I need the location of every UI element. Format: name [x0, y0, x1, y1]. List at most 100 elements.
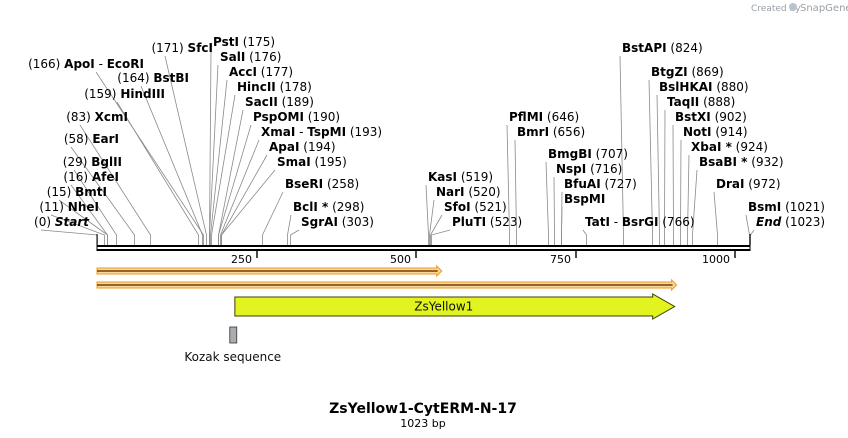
leader-line-hindiii — [116, 101, 199, 245]
site-psti[interactable]: PstI (175) — [213, 35, 275, 49]
site-start[interactable]: (0) Start — [34, 215, 90, 229]
site-pspomi[interactable]: PspOMI (190) — [253, 110, 340, 124]
feature-zsyellow1[interactable]: ZsYellow1 — [234, 293, 676, 320]
site-tati-bsrgi[interactable]: TatI - BsrGI (766) — [585, 215, 695, 229]
site-name: PspOMI — [253, 110, 304, 124]
site-bseri[interactable]: BseRI (258) — [285, 177, 359, 191]
site-noti[interactable]: NotI (914) — [683, 125, 748, 139]
site-bmgbi[interactable]: BmgBI (707) — [548, 147, 628, 161]
orf-arrow-2[interactable] — [96, 278, 678, 292]
svg-text:PspOMI (190): PspOMI (190) — [253, 110, 340, 124]
site-sali[interactable]: SalI (176) — [220, 50, 281, 64]
ruler-ticks: 250 500 750 1000 — [231, 251, 736, 266]
site-name: DraI — [716, 177, 744, 191]
site-position: (824) — [667, 41, 703, 55]
sequence-backbone — [96, 234, 751, 251]
site-name: SfoI — [444, 200, 471, 214]
site-xbai[interactable]: XbaI * (924) — [691, 140, 768, 154]
site-position: (298) — [328, 200, 364, 214]
svg-text:BtgZI (869): BtgZI (869) — [651, 65, 724, 79]
site-hincii[interactable]: HincII (178) — [237, 80, 312, 94]
leader-line-bseri — [262, 191, 284, 245]
site-pflmi[interactable]: PflMI (646) — [509, 110, 579, 124]
svg-text:ApaI (194): ApaI (194) — [269, 140, 336, 154]
site-xmai-tspmi[interactable]: XmaI - TspMI (193) — [261, 125, 382, 139]
site-taqii[interactable]: TaqII (888) — [667, 95, 735, 109]
leader-line-sfci — [164, 55, 207, 245]
svg-text:PflMI (646): PflMI (646) — [509, 110, 579, 124]
site-drai[interactable]: DraI (972) — [716, 177, 781, 191]
site-position: (164) — [117, 71, 153, 85]
leader-line-end — [750, 229, 755, 245]
site-apoi-ecori[interactable]: (166) ApoI - EcoRI — [28, 57, 144, 71]
svg-text:SalI (176): SalI (176) — [220, 50, 281, 64]
site-name: HincII — [237, 80, 276, 94]
site-name: SmaI — [277, 155, 311, 169]
site-sfoi[interactable]: SfoI (521) — [444, 200, 507, 214]
site-nspi[interactable]: NspI (716) — [556, 162, 622, 176]
site-pluti[interactable]: PluTI (523) — [452, 215, 522, 229]
site-eari[interactable]: (58) EarI — [64, 132, 119, 146]
leader-line-bslhkai — [656, 94, 660, 245]
leader-line-kasi — [425, 184, 429, 245]
site-acci[interactable]: AccI (177) — [229, 65, 293, 79]
site-bmri[interactable]: BmrI (656) — [517, 125, 585, 139]
site-bfuai[interactable]: BfuAI (727) — [564, 177, 637, 191]
tick-label-750: 750 — [550, 253, 571, 266]
site-bspmi[interactable]: BspMI — [564, 192, 605, 206]
svg-text:(164) BstBI: (164) BstBI — [117, 71, 189, 85]
site-nhei[interactable]: (11) NheI — [39, 200, 99, 214]
leader-line-sfoi — [430, 214, 443, 245]
site-sgrai[interactable]: SgrAI (303) — [301, 215, 374, 229]
svg-text:DraI (972): DraI (972) — [716, 177, 781, 191]
site-name: SfcI — [188, 41, 213, 55]
site-bmti[interactable]: (15) BmtI — [47, 185, 107, 199]
site-bstbi[interactable]: (164) BstBI — [117, 71, 189, 85]
site-name: NheI — [68, 200, 99, 214]
feature-label: ZsYellow1 — [414, 300, 473, 314]
svg-text:XbaI * (924): XbaI * (924) — [691, 140, 768, 154]
feature-kozak-sequence[interactable]: Kozak sequence — [184, 326, 281, 364]
site-kasi[interactable]: KasI (519) — [428, 170, 493, 184]
site-apai[interactable]: ApaI (194) — [269, 140, 336, 154]
site-smai[interactable]: SmaI (195) — [277, 155, 347, 169]
svg-text:BfuAI (727): BfuAI (727) — [564, 177, 637, 191]
orf-arrow-1[interactable] — [96, 264, 443, 278]
site-nari[interactable]: NarI (520) — [436, 185, 501, 199]
svg-text:(16) AfeI: (16) AfeI — [63, 170, 119, 184]
site-position: (924) — [732, 140, 768, 154]
site-position: (189) — [278, 95, 314, 109]
site-name: TatI — [585, 215, 610, 229]
site-bcli[interactable]: BclI * (298) — [293, 200, 364, 214]
tick-label-500: 500 — [390, 253, 411, 266]
site-bstapi[interactable]: BstAPI (824) — [622, 41, 703, 55]
site-btgzi[interactable]: BtgZI (869) — [651, 65, 724, 79]
site-name: TaqII — [667, 95, 699, 109]
leader-line-nari — [429, 199, 435, 245]
svg-text:XmaI - TspMI (193): XmaI - TspMI (193) — [261, 125, 382, 139]
site-bsabi[interactable]: BsaBI * (932) — [699, 155, 784, 169]
site-position: (15) — [47, 185, 75, 199]
site-position: (520) — [465, 185, 501, 199]
site-hindiii[interactable]: (159) HindIII — [84, 87, 165, 101]
restriction-site-labels: (0) Start(11) NheI(15) BmtI(16) AfeI(29)… — [28, 35, 825, 229]
site-xcmi[interactable]: (83) XcmI — [66, 110, 128, 124]
credit-brand: SnapGene — [800, 3, 848, 14]
site-name: BtgZI — [651, 65, 688, 79]
leader-line-tati-bsrgi — [582, 229, 587, 245]
leader-line-apai — [221, 154, 268, 245]
site-sfci[interactable]: (171) SfcI — [151, 41, 213, 55]
site-afei[interactable]: (16) AfeI — [63, 170, 119, 184]
leader-line-apoi-ecori — [95, 71, 204, 245]
site-bglii[interactable]: (29) BglII — [63, 155, 122, 169]
site-end[interactable]: End (1023) — [756, 215, 825, 229]
site-bstxi[interactable]: BstXI (902) — [675, 110, 747, 124]
svg-text:PluTI (523): PluTI (523) — [452, 215, 522, 229]
site-bsmi[interactable]: BsmI (1021) — [748, 200, 825, 214]
site-bslhkai[interactable]: BslHKAI (880) — [659, 80, 749, 94]
tick-label-1000: 1000 — [702, 253, 730, 266]
site-sacii[interactable]: SacII (189) — [245, 95, 314, 109]
credit-text: Created by — [751, 4, 801, 14]
site-name: BsrGI — [622, 215, 659, 229]
